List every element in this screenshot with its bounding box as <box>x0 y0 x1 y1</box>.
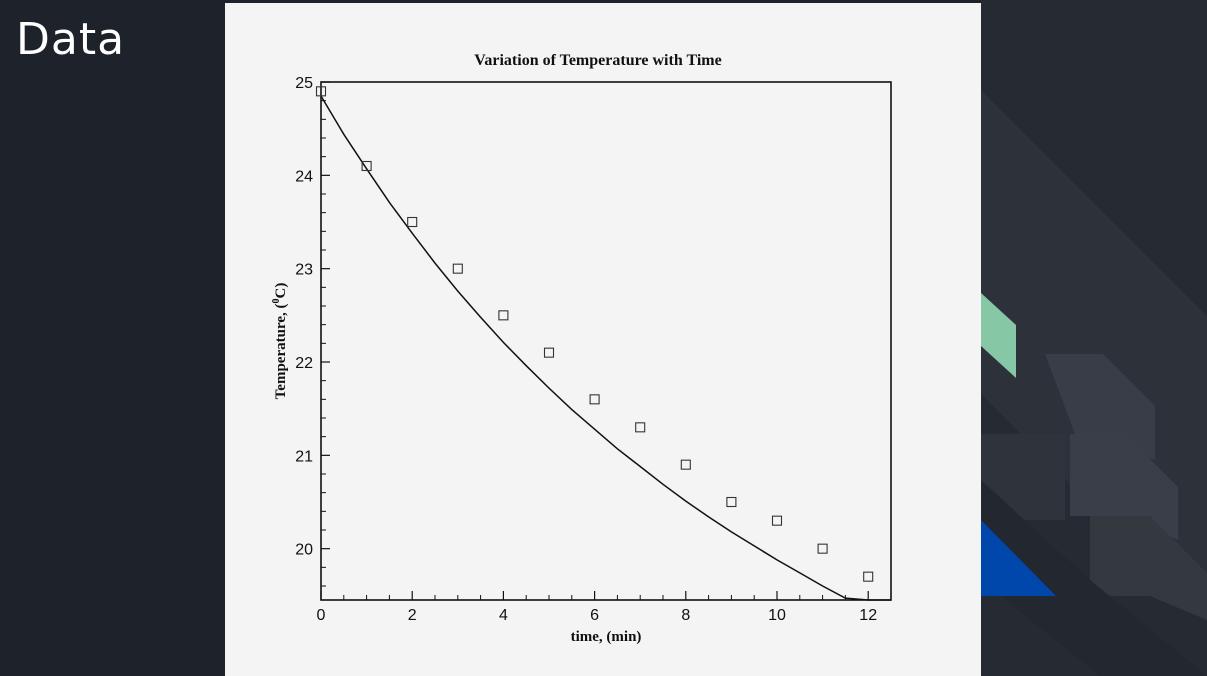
x-tick-label: 0 <box>317 607 326 624</box>
y-tick-label: 23 <box>295 262 313 279</box>
deco-blue-accent <box>981 520 1056 596</box>
y-tick-label: 22 <box>295 355 313 372</box>
data-point-marker <box>635 422 646 433</box>
axis-ticks <box>320 81 869 600</box>
data-point-marker <box>817 543 828 554</box>
y-axis-label: Temperature, (0C) <box>271 283 289 400</box>
deco-stripe-3 <box>1070 434 1178 540</box>
y-axis-label-tail: C) <box>273 283 289 299</box>
fit-curve <box>320 95 891 601</box>
data-point-marker <box>726 496 737 508</box>
data-point-marker <box>771 515 783 526</box>
data-point-marker <box>452 263 463 274</box>
data-point-marker <box>315 86 327 97</box>
data-point-marker <box>407 216 418 228</box>
data-point-marker <box>589 394 600 405</box>
data-point-marker <box>863 571 874 582</box>
x-axis-label: time, (min) <box>571 629 642 645</box>
data-markers <box>315 86 874 582</box>
deco-green-accent <box>981 293 1016 378</box>
plot-frame <box>320 81 892 601</box>
y-axis-label-sup: 0 <box>271 299 282 304</box>
x-tick-label: 10 <box>768 607 786 624</box>
y-tick-label: 20 <box>295 542 313 559</box>
y-axis-label-main: Temperature, ( <box>273 304 289 400</box>
x-tick-label: 2 <box>408 607 417 624</box>
y-tick-label: 24 <box>295 168 313 185</box>
x-tick-label: 6 <box>590 607 599 624</box>
x-tick-label: 8 <box>681 607 690 624</box>
data-point-marker <box>498 310 509 321</box>
data-point-marker <box>680 459 691 470</box>
chart-title: Variation of Temperature with Time <box>474 52 721 69</box>
x-tick-label: 12 <box>859 607 877 624</box>
deco-stripe-4 <box>981 434 1065 520</box>
deco-stripe-2 <box>1045 354 1155 460</box>
data-point-marker <box>543 347 555 358</box>
deco-stripe-5 <box>1090 516 1207 620</box>
data-point-marker <box>361 160 372 172</box>
y-tick-label: 21 <box>295 448 313 465</box>
slide-title: Data <box>16 14 126 65</box>
x-tick-label: 4 <box>499 607 508 624</box>
y-tick-label: 25 <box>295 75 313 92</box>
